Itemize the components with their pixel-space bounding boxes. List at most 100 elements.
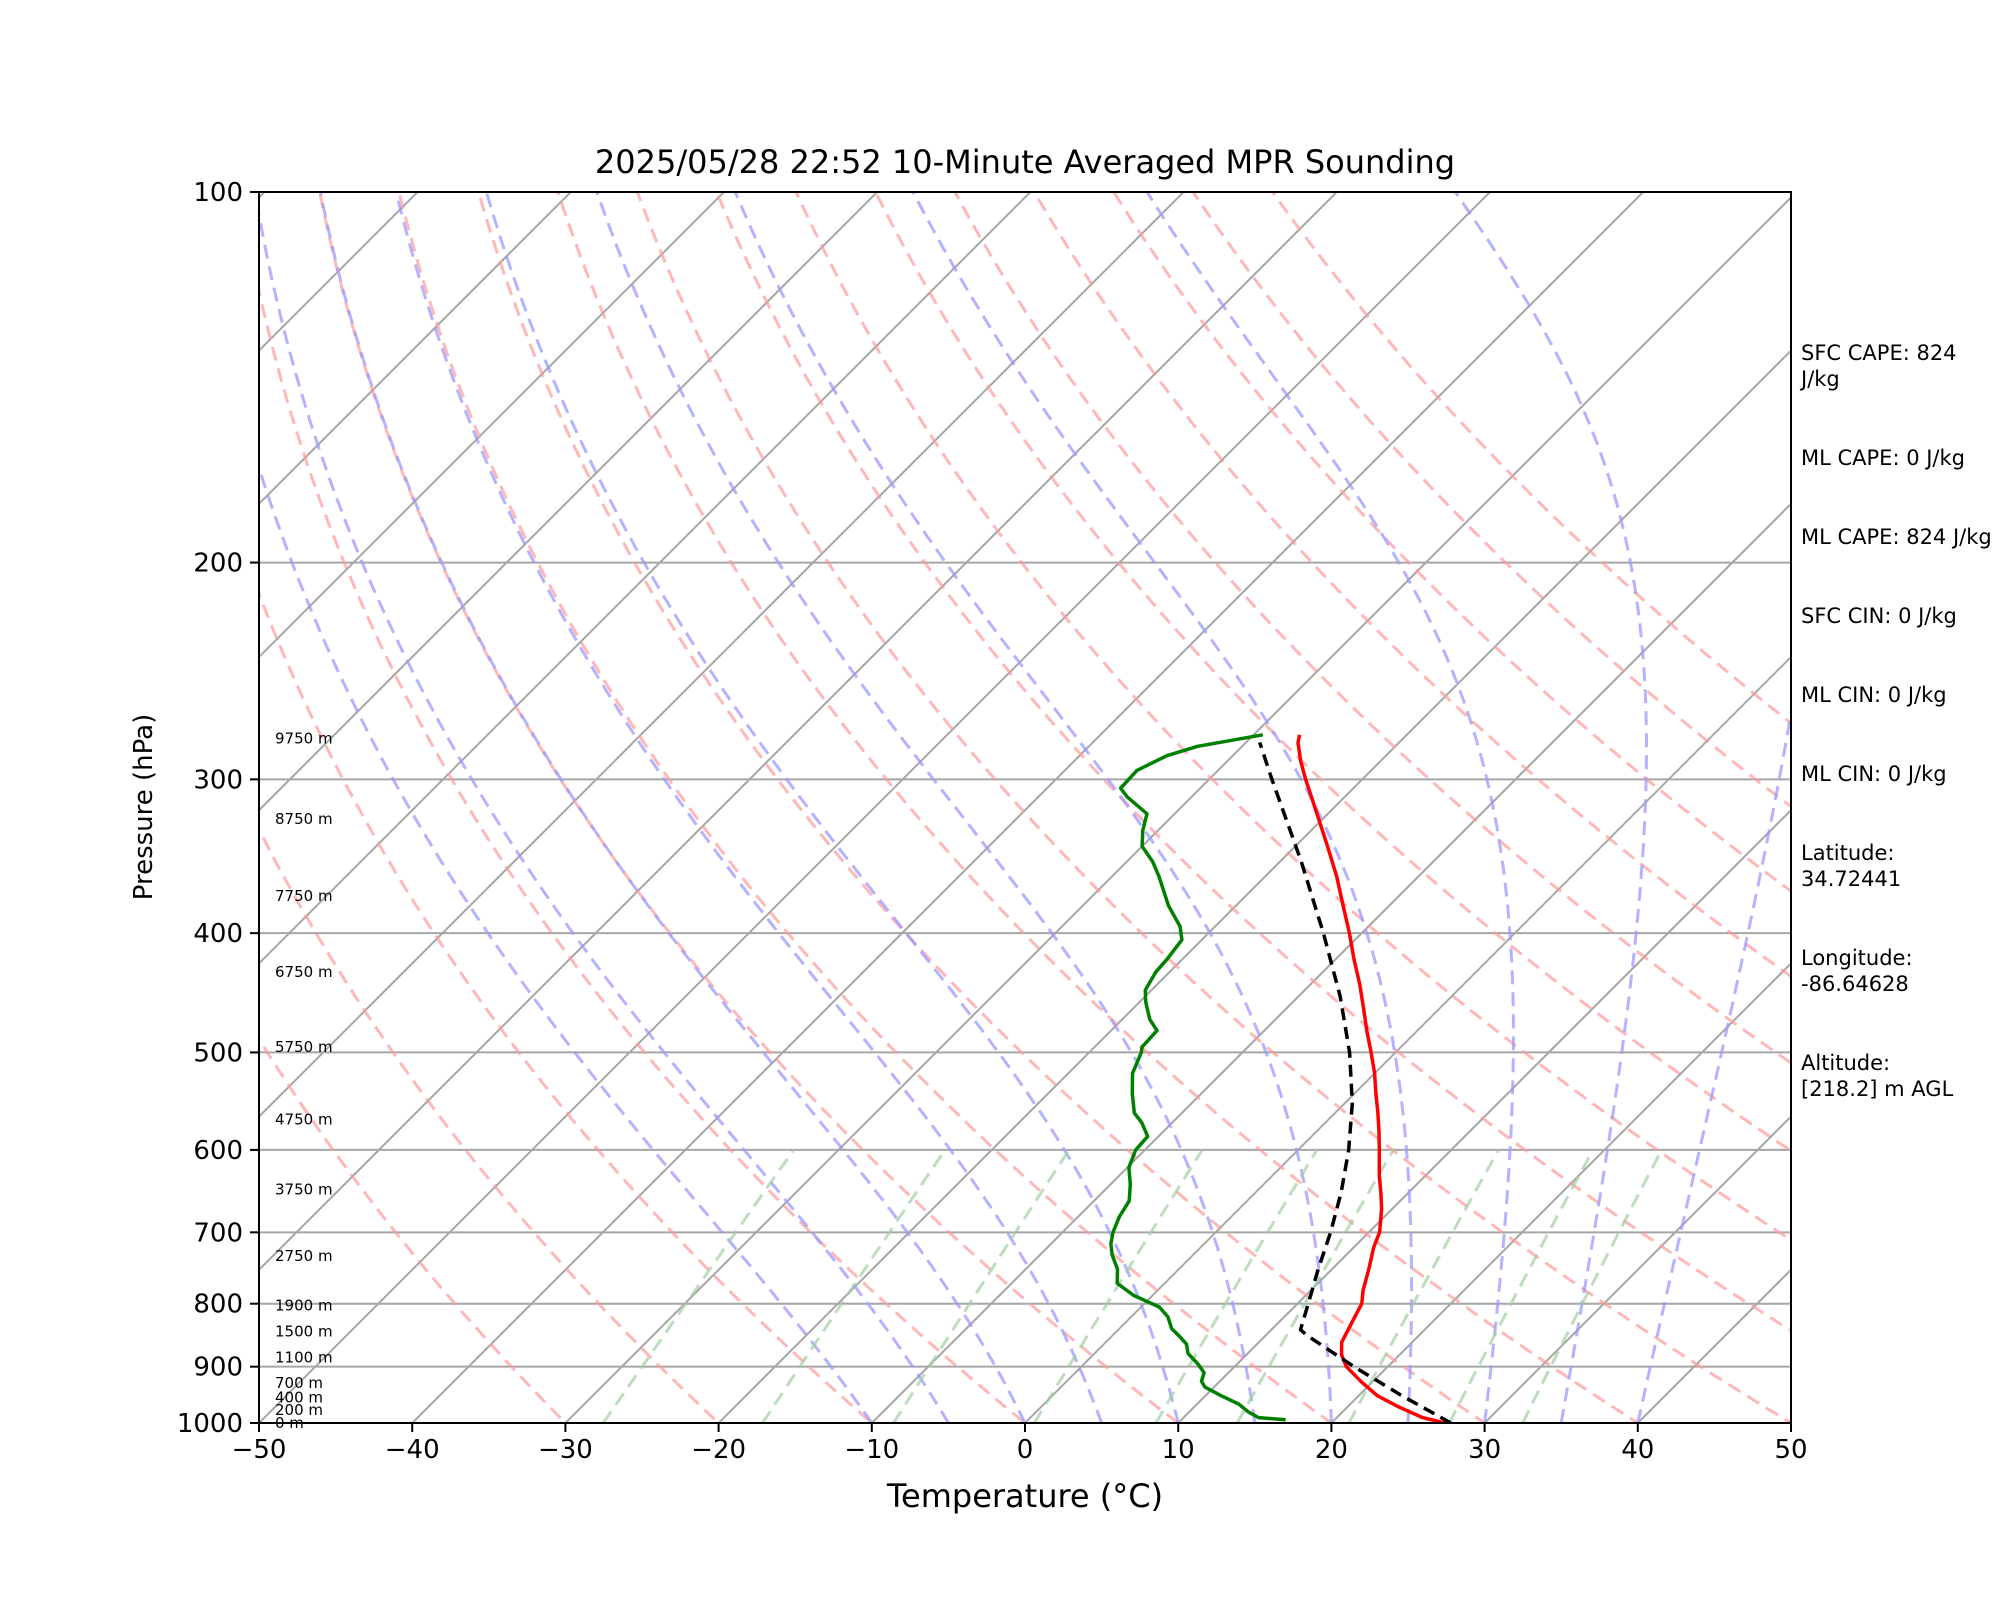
x-tick-label: −50 <box>232 1435 287 1465</box>
stat-sfc-cin: SFC CIN: 0 J/kg <box>1801 604 1957 628</box>
y-tick-label: 300 <box>193 765 243 795</box>
dry-adiabat <box>635 192 1791 1423</box>
y-axis-label: Pressure (hPa) <box>129 714 159 901</box>
chart-title: 2025/05/28 22:52 10-Minute Averaged MPR … <box>595 143 1455 181</box>
isotherm <box>870 502 1791 1423</box>
plot-frame <box>258 191 1792 1424</box>
background-lines <box>259 192 1791 1423</box>
dry-adiabat <box>476 192 1488 1423</box>
sounding-stats: SFC CAPE: 824 J/kg ML CAPE: 0 J/kg ML CA… <box>1801 314 2000 1155</box>
mixing-ratio-line <box>1448 1149 1595 1423</box>
x-tick-label: 40 <box>1621 1435 1654 1465</box>
x-tick-label: 30 <box>1468 1435 1501 1465</box>
dry-adiabat <box>318 192 1181 1423</box>
y-tick-label: 400 <box>193 919 243 949</box>
y-tick-label: 900 <box>193 1353 243 1383</box>
dry-adiabat <box>1111 192 1791 893</box>
mixing-ratio-line <box>892 1149 1071 1423</box>
y-tick-label: 500 <box>193 1038 243 1068</box>
dry-adiabat <box>397 192 1334 1423</box>
dry-adiabat <box>259 284 1028 1423</box>
height-label: 400 m <box>275 1388 323 1406</box>
parcel-line <box>1258 741 1452 1423</box>
height-label: 1100 m <box>275 1349 333 1367</box>
isotherm <box>1329 961 1791 1423</box>
y-axis: 100 200 300 400 500 600 700 800 900 1000 <box>177 178 259 1439</box>
dry-adiabat <box>794 192 1791 1242</box>
mixing-ratio-line <box>601 1149 795 1423</box>
mixing-ratio-line <box>761 1149 947 1423</box>
moist-adiabat <box>1454 192 1648 1423</box>
dry-adiabat <box>873 192 1791 1153</box>
moist-adiabat <box>259 462 874 1423</box>
y-tick-label: 600 <box>193 1136 243 1166</box>
isotherm <box>1023 655 1791 1423</box>
isotherm <box>1483 1115 1791 1423</box>
stat-ml-cin: ML CIN: 0 J/kg <box>1801 683 1947 707</box>
isotherm <box>259 192 1186 1119</box>
dry-adiabat <box>1270 192 1791 726</box>
stat-ml-cin: ML CIN: 0 J/kg <box>1801 762 1947 786</box>
x-axis: −50 −40 −30 −20 −10 0 10 20 30 40 50 <box>232 1423 1808 1465</box>
isotherm <box>259 192 573 506</box>
stat-ml-cape: ML CAPE: 824 J/kg <box>1801 525 1992 549</box>
y-tick-label: 1000 <box>177 1409 243 1439</box>
x-tick-label: 0 <box>1017 1435 1034 1465</box>
dry-adiabat <box>715 192 1791 1333</box>
x-tick-label: 20 <box>1315 1435 1348 1465</box>
dry-adiabat <box>259 826 721 1423</box>
moist-adiabat <box>911 192 1414 1423</box>
height-label: 700 m <box>275 1374 323 1392</box>
mixing-ratio-line <box>1521 1149 1664 1423</box>
dewpoint-line <box>1109 733 1286 1422</box>
isotherm <box>259 192 726 659</box>
height-label: 4750 m <box>275 1111 333 1129</box>
dry-adiabat <box>953 192 1791 1065</box>
x-axis-label: Temperature (°C) <box>886 1477 1163 1515</box>
y-tick-label: 200 <box>193 549 243 579</box>
height-label: 200 m <box>275 1401 323 1419</box>
height-label: 6750 m <box>275 963 333 981</box>
isotherm <box>259 192 1492 1423</box>
moist-adiabat <box>1145 192 1515 1423</box>
x-tick-label: −20 <box>691 1435 746 1465</box>
dry-adiabat <box>556 192 1641 1423</box>
stat-longitude: Longitude: -86.64628 <box>1801 946 1913 996</box>
isotherm <box>259 192 879 812</box>
x-tick-label: −40 <box>385 1435 440 1465</box>
isotherm <box>259 192 1032 965</box>
isotherm <box>259 192 1339 1272</box>
moist-adiabat <box>1636 704 1791 1423</box>
mixing-ratio-line <box>1154 1149 1319 1423</box>
height-label: 3750 m <box>275 1180 333 1198</box>
stat-sfc-cape: SFC CAPE: 824 J/kg <box>1801 341 1957 391</box>
stat-ml-cape: ML CAPE: 0 J/kg <box>1801 446 1966 470</box>
moist-adiabat <box>733 192 1333 1423</box>
isotherm <box>717 349 1791 1423</box>
stat-altitude: Altitude: [218.2] m AGL <box>1801 1051 1954 1101</box>
isotherm <box>1176 808 1791 1423</box>
isotherm <box>563 195 1791 1423</box>
y-tick-label: 800 <box>193 1290 243 1320</box>
y-tick-label: 700 <box>193 1218 243 1248</box>
height-label: 5750 m <box>275 1038 333 1056</box>
moist-adiabat <box>259 205 950 1423</box>
moist-adiabat <box>595 192 1257 1423</box>
stat-latitude: Latitude: 34.72441 <box>1801 841 1902 891</box>
height-label: 0 m <box>275 1414 304 1432</box>
x-tick-label: −30 <box>538 1435 593 1465</box>
height-label: 7750 m <box>275 887 333 905</box>
x-tick-label: −10 <box>844 1435 899 1465</box>
isotherm <box>259 192 266 199</box>
temperature-line <box>1296 734 1446 1423</box>
y-tick-label: 100 <box>193 178 243 208</box>
x-tick-label: 10 <box>1162 1435 1195 1465</box>
moist-adiabat <box>394 192 1104 1423</box>
dry-adiabat <box>259 1036 568 1423</box>
moist-adiabat <box>484 192 1180 1423</box>
mixing-ratio-line <box>1347 1149 1500 1423</box>
height-label: 1900 m <box>275 1297 333 1315</box>
moist-adiabat <box>318 192 1027 1423</box>
height-label: 2750 m <box>275 1247 333 1265</box>
